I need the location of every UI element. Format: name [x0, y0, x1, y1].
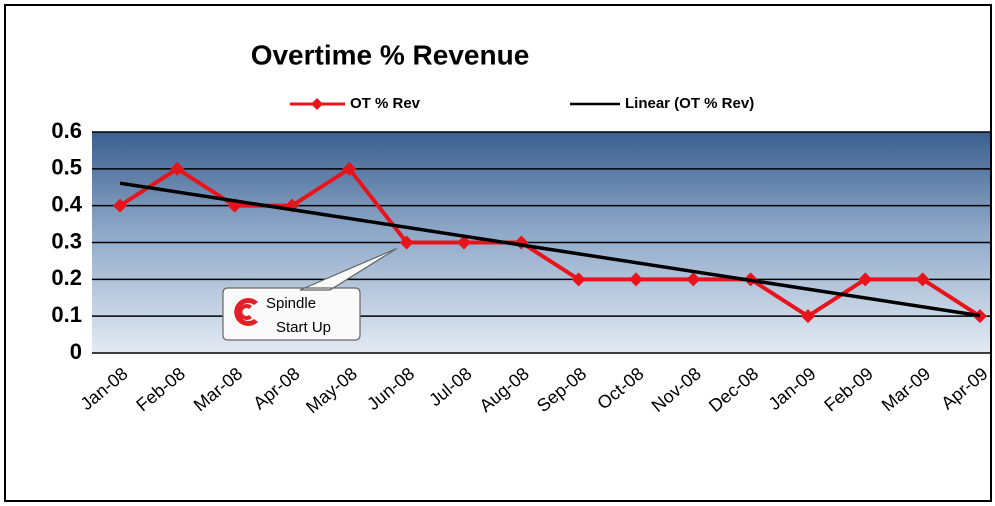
y-tick-label: 0.2 — [51, 265, 82, 290]
legend-label: Linear (OT % Rev) — [625, 95, 754, 112]
y-tick-label: 0.4 — [51, 191, 82, 216]
y-tick-label: 0 — [70, 339, 82, 364]
y-tick-label: 0.5 — [51, 155, 82, 180]
data-point — [170, 161, 185, 176]
callout-logo — [234, 298, 258, 327]
legend-label: OT % Rev — [350, 95, 421, 112]
callout-text: Start Up — [276, 319, 331, 336]
data-point — [399, 235, 414, 250]
trend-line — [119, 181, 981, 318]
callout-text: Spindle — [266, 295, 316, 312]
data-point — [686, 272, 701, 287]
data-point — [972, 309, 987, 324]
y-tick-label: 0.6 — [51, 118, 82, 143]
data-point — [342, 161, 357, 176]
data-point — [571, 272, 586, 287]
chart-title: Overtime % Revenue — [251, 39, 530, 70]
y-tick-label: 0.3 — [51, 228, 82, 253]
data-point — [800, 309, 815, 324]
legend-swatch-marker — [311, 98, 323, 110]
data-point — [456, 235, 471, 250]
data-point — [628, 272, 643, 287]
data-point — [915, 272, 930, 287]
data-point — [858, 272, 873, 287]
callout — [222, 247, 397, 341]
data-point — [113, 198, 127, 213]
y-tick-label: 0.1 — [51, 302, 82, 327]
